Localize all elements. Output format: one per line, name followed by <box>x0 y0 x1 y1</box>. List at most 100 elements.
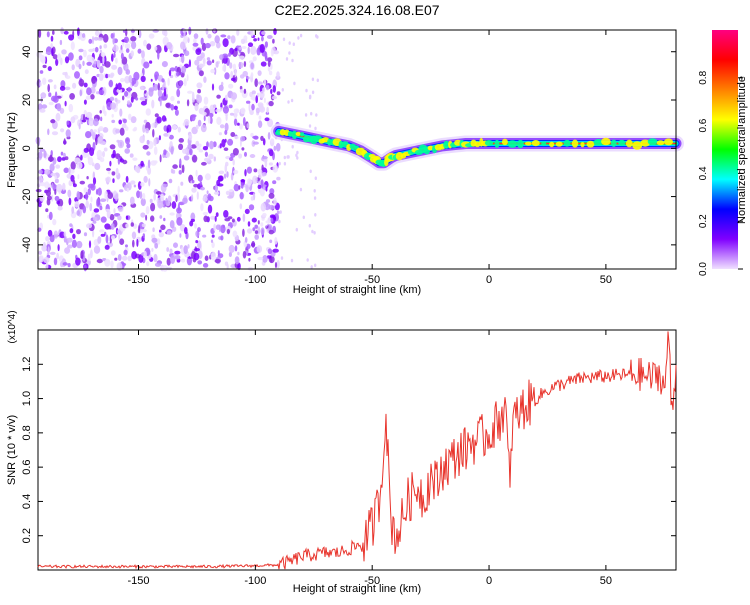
ridge-blob <box>611 139 617 147</box>
ridge-blob <box>640 139 651 147</box>
noise-speckle <box>131 231 137 240</box>
noise-speckle <box>218 224 221 233</box>
noise-speckle <box>141 223 146 228</box>
noise-speckle <box>154 113 159 118</box>
noise-speckle <box>265 220 272 224</box>
noise-speckle <box>238 185 241 190</box>
ridge-blob <box>625 139 633 148</box>
noise-speckle <box>110 102 116 110</box>
noise-speckle <box>259 43 265 53</box>
noise-speckle <box>199 181 203 186</box>
noise-speckle <box>111 53 114 62</box>
noise-speckle <box>142 124 146 133</box>
noise-speckle <box>89 202 93 212</box>
noise-speckle <box>136 190 141 199</box>
noise-speckle <box>272 38 275 44</box>
noise-speckle <box>129 196 135 205</box>
ridge-blob <box>563 139 571 147</box>
noise-speckle <box>84 69 89 75</box>
noise-speckle <box>119 158 125 163</box>
noise-speckle <box>209 116 213 124</box>
noise-speckle <box>220 107 222 112</box>
noise-speckle <box>200 203 204 212</box>
noise-speckle <box>193 33 199 39</box>
noise-speckle <box>276 176 281 181</box>
noise-speckle <box>41 55 46 64</box>
noise-speckle <box>180 258 186 263</box>
noise-speckle <box>166 42 173 50</box>
noise-speckle <box>214 35 220 44</box>
noise-speckle <box>270 138 275 143</box>
noise-speckle <box>261 31 266 35</box>
noise-speckle <box>314 176 317 180</box>
noise-speckle <box>92 48 96 52</box>
noise-speckle <box>123 36 129 44</box>
noise-speckle <box>87 156 94 166</box>
noise-speckle <box>190 212 196 221</box>
noise-speckle <box>233 169 239 175</box>
noise-speckle <box>271 95 277 100</box>
noise-speckle <box>104 190 108 200</box>
noise-speckle <box>47 246 50 255</box>
noise-speckle <box>177 100 180 104</box>
noise-speckle <box>67 263 71 268</box>
noise-speckle <box>95 136 98 146</box>
noise-speckle <box>229 62 233 69</box>
noise-speckle <box>133 126 138 131</box>
noise-speckle <box>133 184 137 188</box>
noise-speckle <box>290 98 294 103</box>
snr-y-axis: 0.2 0.4 0.6 0.8 1.0 1.2 <box>21 357 676 543</box>
noise-speckle <box>215 212 219 217</box>
noise-speckle <box>172 169 176 174</box>
noise-speckle <box>76 240 83 249</box>
snr-panel: -150 -100 -50 0 50 0.2 0.4 0.6 0.8 1.0 1.2 Height… <box>6 310 677 595</box>
noise-speckle <box>111 113 114 118</box>
noise-speckle <box>193 252 200 261</box>
noise-speckle <box>147 159 151 169</box>
ridge-blob <box>656 140 665 146</box>
noise-speckle <box>254 234 259 240</box>
noise-speckle <box>138 254 144 263</box>
noise-speckle <box>210 215 216 220</box>
noise-speckle <box>236 216 241 222</box>
noise-speckle <box>55 164 61 169</box>
noise-speckle <box>227 138 234 146</box>
snr-series-line <box>37 331 677 570</box>
noise-speckle <box>314 263 317 268</box>
noise-speckle <box>223 147 229 151</box>
noise-speckle <box>154 242 159 249</box>
noise-speckle <box>100 216 107 223</box>
noise-speckle <box>109 74 114 79</box>
noise-speckle <box>119 127 125 136</box>
noise-speckle <box>79 89 83 97</box>
noise-speckle <box>197 260 203 265</box>
noise-speckle <box>39 148 45 152</box>
noise-speckle <box>250 45 257 55</box>
noise-speckle <box>127 255 132 262</box>
noise-speckle <box>258 115 262 120</box>
noise-speckle <box>239 203 243 210</box>
noise-speckle <box>266 106 269 114</box>
noise-speckle <box>51 182 54 189</box>
noise-speckle <box>68 197 72 206</box>
noise-speckle <box>57 205 63 211</box>
noise-speckle <box>287 155 290 159</box>
noise-speckle <box>238 153 243 159</box>
noise-speckle <box>228 83 234 89</box>
noise-speckle <box>190 114 197 118</box>
noise-speckle <box>104 259 111 267</box>
snr-y-tick-label: 1.0 <box>21 391 33 406</box>
noise-speckle <box>176 88 181 98</box>
noise-speckle <box>97 135 104 144</box>
noise-speckle <box>110 223 115 230</box>
noise-speckle <box>269 188 275 195</box>
snr-y-tick-label: 0.2 <box>21 528 33 543</box>
noise-speckle <box>69 228 74 234</box>
noise-speckle <box>207 33 212 39</box>
ridge-blob <box>618 139 626 146</box>
snr-y-tick-label: 0.4 <box>21 494 33 509</box>
noise-speckle <box>273 197 277 206</box>
noise-speckle <box>57 156 62 163</box>
noise-speckle <box>241 90 248 99</box>
noise-speckle <box>288 51 291 55</box>
